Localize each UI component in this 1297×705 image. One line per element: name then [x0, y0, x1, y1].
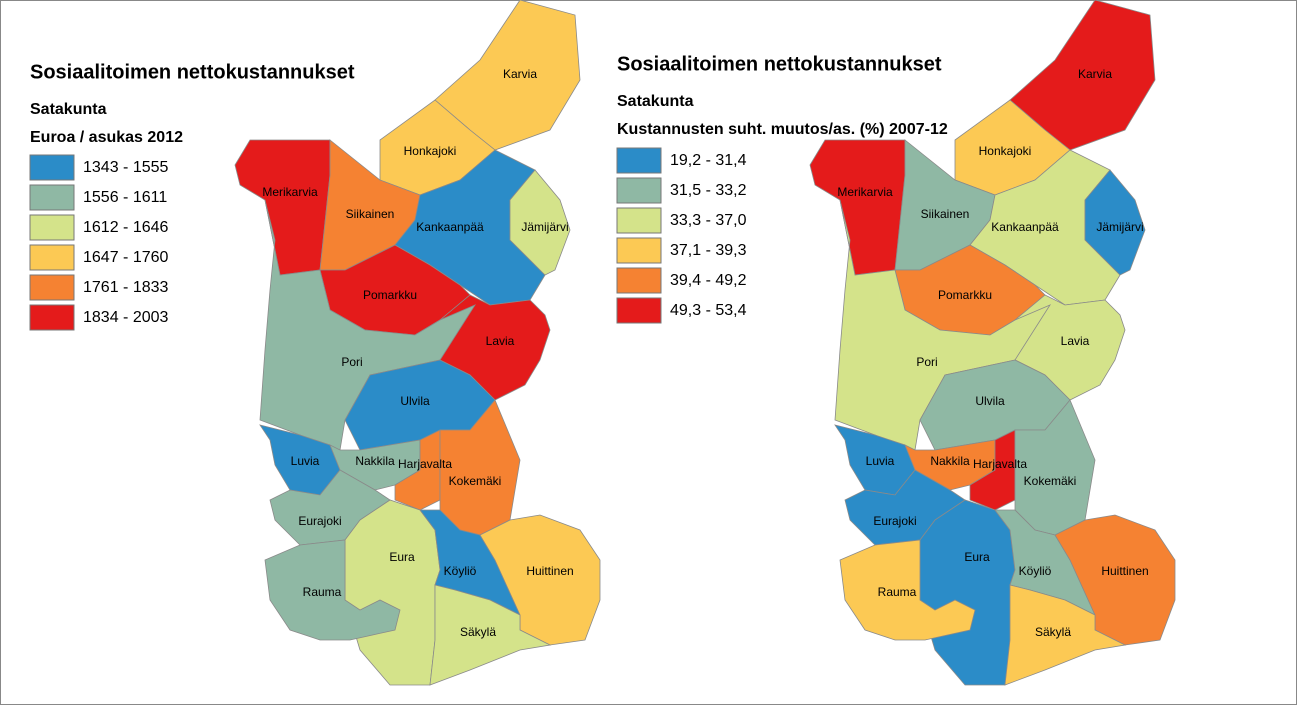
map-subtitle: Satakunta: [617, 93, 694, 110]
municipality-label: Luvia: [291, 454, 320, 468]
legend-label: 1647 - 1760: [83, 249, 169, 266]
municipality-label: Harjavalta: [973, 457, 1027, 471]
municipality: [479, 514, 601, 646]
map-title: Sosiaalitoimen nettokustannukset: [617, 53, 942, 75]
municipality-label: Siikainen: [921, 207, 970, 221]
legend-label: 33,3 - 37,0: [670, 212, 747, 229]
municipality-label: Kokemäki: [1024, 474, 1077, 488]
legend-swatch: [616, 207, 662, 234]
municipality-label: Kankaanpää: [416, 220, 484, 234]
municipality: [264, 539, 401, 641]
municipality-label: Huittinen: [526, 564, 573, 578]
municipality-label: Ulvila: [975, 394, 1005, 408]
legend-swatch: [616, 237, 662, 264]
legend-swatch: [29, 244, 75, 271]
municipality-label: Köyliö: [1019, 564, 1052, 578]
municipality-label: Nakkila: [355, 454, 395, 468]
municipality: [1004, 584, 1127, 686]
legend-label: 1556 - 1611: [83, 189, 167, 206]
municipality-label: Pomarkku: [938, 288, 992, 302]
municipality-label: Säkylä: [1035, 625, 1071, 639]
municipality-label: Lavia: [486, 334, 515, 348]
legend-swatch: [29, 214, 75, 241]
municipality-label: Pori: [916, 355, 937, 369]
municipality: [429, 584, 552, 686]
municipality-label: Eura: [389, 550, 415, 564]
legend-label: 1761 - 1833: [83, 279, 169, 296]
legend-swatch: [29, 304, 75, 331]
legend-title: Kustannusten suht. muutos/as. (%) 2007-1…: [617, 121, 948, 138]
municipality-label: Eura: [964, 550, 990, 564]
municipality-label: Honkajoki: [404, 144, 457, 158]
map-subtitle: Satakunta: [30, 101, 107, 118]
legend-swatch: [616, 177, 662, 204]
municipality-label: Eurajoki: [298, 514, 341, 528]
legend-label: 19,2 - 31,4: [670, 152, 747, 169]
municipality-label: Pomarkku: [363, 288, 417, 302]
legend-label: 39,4 - 49,2: [670, 272, 747, 289]
municipality-label: Kokemäki: [449, 474, 502, 488]
municipality-label: Jämijärvi: [521, 220, 568, 234]
municipality-label: Säkylä: [460, 625, 496, 639]
map: Karvia Honkajoki Merikarvia Siikainen Kankaa…: [809, 0, 1176, 686]
municipality-label: Huittinen: [1101, 564, 1148, 578]
municipality-label: Luvia: [866, 454, 895, 468]
municipality-label: Harjavalta: [398, 457, 452, 471]
map-title: Sosiaalitoimen nettokustannukset: [30, 61, 355, 83]
municipality-label: Köyliö: [444, 564, 477, 578]
municipality-label: Honkajoki: [979, 144, 1032, 158]
legend-swatch: [29, 184, 75, 211]
legend-label: 37,1 - 39,3: [670, 242, 747, 259]
municipality: [1054, 514, 1176, 646]
legend-swatch: [616, 267, 662, 294]
municipality-label: Merikarvia: [837, 185, 893, 199]
municipality: [509, 169, 571, 276]
municipality-label: Rauma: [878, 585, 917, 599]
municipality: [1084, 169, 1146, 276]
legend-label: 1612 - 1646: [83, 219, 169, 236]
legend-label: 1834 - 2003: [83, 309, 169, 326]
legend-label: 1343 - 1555: [83, 159, 169, 176]
municipality-label: Ulvila: [400, 394, 430, 408]
municipality-label: Kankaanpää: [991, 220, 1059, 234]
municipality-label: Siikainen: [346, 207, 395, 221]
municipality-label: Karvia: [503, 67, 537, 81]
municipality-label: Lavia: [1061, 334, 1090, 348]
municipality-label: Rauma: [303, 585, 342, 599]
municipality-label: Merikarvia: [262, 185, 318, 199]
map: Karvia Honkajoki Merikarvia Siikainen Kankaa…: [234, 0, 601, 686]
municipality: [839, 539, 976, 641]
municipality-label: Pori: [341, 355, 362, 369]
municipality-label: Karvia: [1078, 67, 1112, 81]
legend-swatch: [29, 274, 75, 301]
municipality-label: Eurajoki: [873, 514, 916, 528]
legend-swatch: [616, 147, 662, 174]
municipality-label: Nakkila: [930, 454, 970, 468]
legend-label: 31,5 - 33,2: [670, 182, 747, 199]
legend-swatch: [616, 297, 662, 324]
legend-title: Euroa / asukas 2012: [30, 129, 183, 146]
municipality-label: Jämijärvi: [1096, 220, 1143, 234]
legend-swatch: [29, 154, 75, 181]
legend-label: 49,3 - 53,4: [670, 302, 747, 319]
